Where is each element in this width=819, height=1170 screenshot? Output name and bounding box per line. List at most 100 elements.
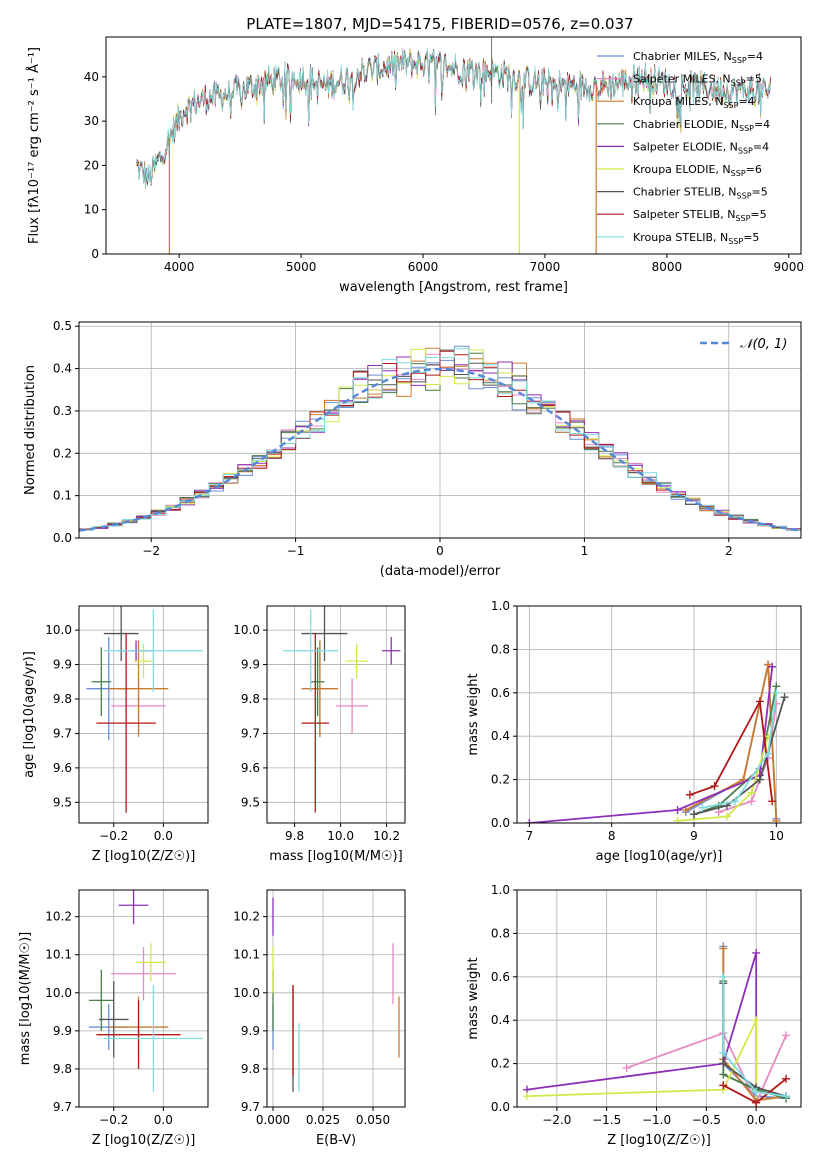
error-bar-salpeter_elodie bbox=[118, 890, 149, 925]
error-bar-chabrier_elodie bbox=[88, 969, 114, 1031]
legend-label-kroupa_miles: Kroupa MILES, NSSP=4 bbox=[633, 95, 755, 110]
weight-point-salpeter_stelib bbox=[752, 1098, 761, 1107]
error-bar-chabrier_elodie bbox=[91, 647, 112, 717]
y-tick-label: 9.9 bbox=[53, 1024, 72, 1038]
spectrum-x-axis-label: wavelength [Angstrom, rest frame] bbox=[339, 280, 568, 295]
y-tick-label: 9.5 bbox=[53, 795, 72, 809]
y-tick-label: 0.6 bbox=[491, 686, 510, 700]
x-tick-label: −1.0 bbox=[642, 1113, 671, 1127]
y-tick-label: 10.0 bbox=[45, 623, 72, 637]
y-tick-label: 0.0 bbox=[491, 1100, 510, 1114]
weight-point-chabrier_stelib bbox=[780, 693, 789, 702]
y-tick-label: 9.7 bbox=[53, 1100, 72, 1114]
y-tick-label: 9.6 bbox=[53, 761, 72, 775]
weight-line-salpeter_elodie bbox=[526, 952, 758, 1103]
x-tick-label: 0.050 bbox=[356, 1113, 390, 1127]
y-tick-label: 10.2 bbox=[233, 910, 260, 924]
x-tick-label: 7 bbox=[526, 829, 534, 843]
weight-point-kroupa_elodie bbox=[747, 788, 756, 797]
error-bar-kroupa_stelib bbox=[103, 985, 204, 1092]
x-tick-label: −0.2 bbox=[99, 1113, 128, 1127]
x-tick-label: −1 bbox=[287, 544, 305, 558]
weight-point-chabrier_elodie bbox=[719, 1070, 728, 1079]
residuals-y-axis-label: Normed distribution bbox=[23, 365, 38, 495]
y-tick-label: 1.0 bbox=[491, 883, 510, 897]
weight-point-chabrier_stelib bbox=[689, 810, 698, 819]
y-tick-label: 0.4 bbox=[491, 729, 510, 743]
x-tick-label: −0.5 bbox=[692, 1113, 721, 1127]
weight-line-kroupa_elodie bbox=[526, 1019, 758, 1103]
x-tick-label: −2 bbox=[142, 544, 160, 558]
x-tick-label: 0 bbox=[436, 544, 444, 558]
x-tick-label: 2 bbox=[725, 544, 733, 558]
x-tick-label: 9.8 bbox=[285, 829, 304, 843]
y-tick-label: 0.1 bbox=[53, 489, 72, 503]
y-tick-label: 9.7 bbox=[241, 1100, 260, 1114]
error-bar-chabrier_stelib bbox=[103, 606, 139, 662]
error-bar-chabrier_stelib bbox=[301, 606, 348, 662]
error-bar-chabrier_stelib bbox=[98, 981, 129, 1058]
mass_vs_ebv-frame bbox=[266, 889, 406, 1108]
weight-point-salpeter_stelib bbox=[685, 790, 694, 799]
weight-point-kroupa_stelib bbox=[782, 1092, 791, 1101]
weight-point-salpeter_miles bbox=[622, 1063, 631, 1072]
weight-point-salpeter_elodie bbox=[752, 948, 761, 957]
x-tick-label: 0.0 bbox=[747, 1113, 766, 1127]
mass_vs_z-y-axis-label: mass [log10(M/M☉)] bbox=[18, 932, 33, 1065]
y-tick-label: 9.9 bbox=[241, 658, 260, 672]
x-tick-label: 0.0 bbox=[154, 829, 173, 843]
weight-point-salpeter_miles bbox=[747, 797, 756, 806]
y-tick-label: 20 bbox=[84, 158, 99, 172]
weight-line-salpeter_elodie bbox=[529, 666, 774, 823]
weight-point-kroupa_stelib bbox=[731, 797, 740, 806]
weight-point-kroupa_elodie bbox=[673, 816, 682, 823]
legend-label-kroupa_elodie: Kroupa ELODIE, NSSP=6 bbox=[633, 163, 762, 178]
error-bar-kroupa_elodie bbox=[133, 643, 154, 679]
x-tick-label: 10.0 bbox=[327, 829, 354, 843]
weight_vs_z-y-axis-label: mass weight bbox=[466, 957, 481, 1039]
x-tick-label: −1.5 bbox=[592, 1113, 621, 1127]
legend-label-chabrier_miles: Chabrier MILES, NSSP=4 bbox=[633, 50, 763, 65]
weight-point-salpeter_stelib bbox=[755, 697, 764, 706]
age_vs_z-y-axis-label: age [log10(age/yr)] bbox=[22, 651, 37, 778]
weight-point-kroupa_miles bbox=[719, 944, 728, 953]
error-bar-salpeter_stelib bbox=[96, 1000, 181, 1069]
legend-label-normal: 𝒩(0, 1) bbox=[740, 337, 787, 352]
x-tick-label: 9 bbox=[690, 829, 698, 843]
y-tick-label: 9.8 bbox=[241, 1062, 260, 1076]
weight-line-salpeter_stelib bbox=[689, 698, 774, 802]
y-tick-label: 0 bbox=[91, 247, 99, 261]
x-tick-label: 10.2 bbox=[373, 829, 400, 843]
y-tick-label: 9.6 bbox=[241, 761, 260, 775]
weight-point-kroupa_elodie bbox=[722, 812, 731, 821]
age_vs_mass-x-axis-label: mass [log10(M/M☉)] bbox=[269, 849, 402, 864]
weight-line-chabrier_elodie bbox=[693, 686, 778, 816]
y-tick-label: 10.0 bbox=[233, 623, 260, 637]
x-tick-label: 10 bbox=[769, 829, 784, 843]
y-tick-label: 9.8 bbox=[53, 1062, 72, 1076]
weight-line-chabrier_stelib bbox=[693, 696, 786, 816]
y-tick-label: 0.3 bbox=[53, 404, 72, 418]
y-tick-label: 9.7 bbox=[241, 726, 260, 740]
mass_vs_z-frame bbox=[78, 889, 209, 1108]
legend-label-chabrier_elodie: Chabrier ELODIE, NSSP=4 bbox=[633, 118, 770, 133]
y-tick-label: 0.4 bbox=[53, 362, 72, 376]
weight-point-kroupa_stelib bbox=[752, 1087, 761, 1096]
x-tick-label: 8000 bbox=[652, 260, 683, 274]
weight-line-chabrier_elodie bbox=[722, 981, 787, 1100]
legend-label-chabrier_stelib: Chabrier STELIB, NSSP=5 bbox=[633, 186, 768, 201]
y-tick-label: 9.7 bbox=[53, 726, 72, 740]
age_vs_mass-frame bbox=[266, 605, 406, 824]
error-bar-salpeter_miles bbox=[111, 947, 176, 1001]
weight-point-kroupa_elodie bbox=[522, 1092, 531, 1101]
y-tick-label: 0.4 bbox=[491, 1013, 510, 1027]
x-tick-label: 0.000 bbox=[256, 1113, 290, 1127]
y-tick-label: 30 bbox=[84, 114, 99, 128]
data-layer bbox=[78, 37, 802, 1107]
x-tick-label: 0.025 bbox=[306, 1113, 340, 1127]
weight_vs_z-x-axis-label: Z [log10(Z/Z☉)] bbox=[607, 1133, 711, 1148]
y-tick-label: 40 bbox=[84, 70, 99, 84]
y-tick-label: 0.5 bbox=[53, 319, 72, 333]
mass_vs_ebv-x-axis-label: E(B-V) bbox=[316, 1133, 356, 1148]
